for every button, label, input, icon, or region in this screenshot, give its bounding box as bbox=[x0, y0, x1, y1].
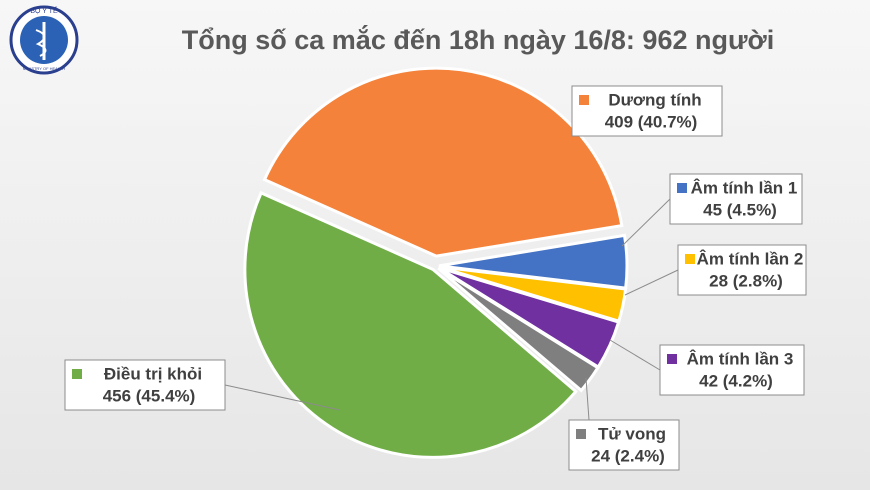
leader-line bbox=[585, 377, 590, 421]
category-label: Điều trị khỏi bbox=[104, 364, 202, 383]
category-label: Âm tính lần 1 bbox=[691, 178, 798, 197]
legend-marker bbox=[579, 95, 589, 105]
value-label: 28 (2.8%) bbox=[709, 271, 783, 290]
data-label: Âm tính lần 1 45 (4.5%) bbox=[621, 173, 803, 247]
legend-marker bbox=[685, 254, 695, 264]
data-label: Âm tính lần 3 42 (4.2%) bbox=[609, 339, 805, 396]
data-label: Điều trị khỏi 456 (45.4%) bbox=[64, 359, 341, 411]
value-label: 409 (40.7%) bbox=[605, 112, 698, 131]
logo: BỘ Y TẾ MINISTRY OF HEALTH bbox=[9, 5, 79, 75]
value-label: 42 (4.2%) bbox=[699, 371, 773, 390]
pie-slice bbox=[437, 267, 600, 393]
leader-line bbox=[224, 384, 341, 411]
category-label: Tử vong bbox=[598, 424, 666, 443]
logo-text: BỘ Y TẾ bbox=[30, 5, 58, 15]
logo-subtext: MINISTRY OF HEALTH bbox=[23, 66, 65, 71]
value-label: 45 (4.5%) bbox=[703, 200, 777, 219]
chart-title: Tổng số ca mắc đến 18h ngày 16/8: 962 ng… bbox=[182, 24, 774, 55]
label-box bbox=[677, 244, 807, 296]
category-label: Âm tính lần 2 bbox=[697, 249, 804, 268]
legend-marker bbox=[677, 183, 687, 193]
leader-line bbox=[624, 269, 679, 296]
label-box bbox=[659, 344, 805, 396]
label-box bbox=[568, 419, 680, 471]
legend-marker bbox=[576, 429, 586, 439]
leader-line bbox=[609, 339, 661, 371]
legend-marker bbox=[72, 369, 82, 379]
label-box bbox=[571, 85, 723, 137]
category-label: Âm tính lần 3 bbox=[687, 349, 794, 368]
label-box bbox=[64, 359, 226, 411]
data-label: Âm tính lần 2 28 (2.8%) bbox=[624, 244, 807, 296]
category-label: Dương tính bbox=[608, 90, 701, 109]
data-label: Tử vong 24 (2.4%) bbox=[568, 377, 680, 471]
value-label: 456 (45.4%) bbox=[103, 386, 196, 405]
value-label: 24 (2.4%) bbox=[591, 446, 665, 465]
label-box bbox=[669, 173, 803, 225]
pie-slice bbox=[243, 190, 578, 459]
data-label: Dương tính 409 (40.7%) bbox=[571, 85, 723, 137]
legend-marker bbox=[667, 354, 677, 364]
leader-line bbox=[621, 198, 671, 247]
pie-slice bbox=[262, 66, 624, 258]
